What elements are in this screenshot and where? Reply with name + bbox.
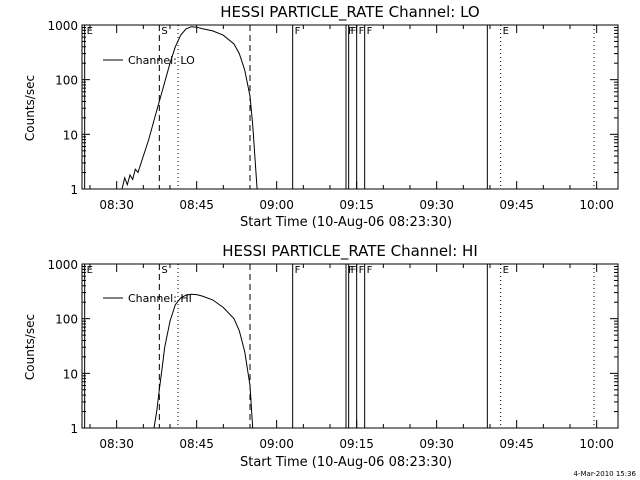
- y-tick-label: 100: [55, 74, 78, 88]
- panel-channel-hi: HESSI PARTICLE_RATE Channel: HI Counts/s…: [23, 242, 619, 470]
- x-tick-label: 08:30: [99, 198, 134, 212]
- y-tick-label: 100: [55, 313, 78, 327]
- event-marker-label: F: [359, 265, 365, 276]
- legend-entry: Channel: LO: [128, 54, 195, 67]
- event-marker-label: S: [161, 265, 167, 276]
- y-tick-label: 1000: [47, 258, 78, 272]
- x-tick-label: 08:30: [99, 437, 134, 451]
- x-tick-label: 09:30: [419, 437, 454, 451]
- footer-timestamp: 4-Mar-2010 15:36: [574, 470, 637, 478]
- chart-title: HESSI PARTICLE_RATE Channel: HI: [222, 242, 478, 261]
- event-marker-label: F: [295, 265, 301, 276]
- x-axis-label: Start Time (10-Aug-06 08:23:30): [240, 455, 452, 470]
- event-marker-label: S: [161, 26, 167, 37]
- x-tick-label: 09:45: [499, 198, 534, 212]
- series-line: [121, 26, 258, 190]
- event-marker-label: F: [348, 265, 354, 276]
- legend-entry: Channel: HI: [128, 292, 192, 305]
- y-tick-label: 1000: [47, 19, 78, 33]
- x-tick-label: 10:00: [579, 198, 614, 212]
- event-marker-label: F: [348, 26, 354, 37]
- y-axis-label: Counts/sec: [23, 314, 37, 380]
- y-tick-label: 1: [70, 183, 78, 197]
- y-tick-label: 10: [63, 128, 78, 142]
- panel-channel-lo: HESSI PARTICLE_RATE Channel: LO Counts/s…: [23, 3, 619, 230]
- x-tick-label: 09:15: [339, 198, 374, 212]
- event-marker-label: E: [87, 26, 93, 37]
- x-tick-label: 09:45: [499, 437, 534, 451]
- plot-frame: [81, 24, 619, 190]
- event-marker-label: F: [359, 26, 365, 37]
- event-marker-label: F: [351, 265, 357, 276]
- event-marker-label: F: [367, 26, 373, 37]
- x-tick-label: 09:15: [339, 437, 374, 451]
- x-tick-label: 08:45: [179, 198, 214, 212]
- y-tick-label: 1: [70, 422, 78, 436]
- x-tick-label: 09:00: [259, 198, 294, 212]
- event-marker-label: E: [503, 265, 509, 276]
- x-tick-label: 09:00: [259, 437, 294, 451]
- event-marker-label: E: [503, 26, 509, 37]
- event-marker-label: F: [367, 265, 373, 276]
- y-axis-label: Counts/sec: [23, 75, 37, 141]
- x-axis-label: Start Time (10-Aug-06 08:23:30): [240, 215, 452, 230]
- chart-title: HESSI PARTICLE_RATE Channel: LO: [220, 3, 479, 22]
- x-tick-label: 10:00: [579, 437, 614, 451]
- y-tick-label: 10: [63, 367, 78, 381]
- event-marker-label: F: [295, 26, 301, 37]
- plot-frame: [81, 263, 619, 429]
- x-tick-label: 08:45: [179, 437, 214, 451]
- x-tick-label: 09:30: [419, 198, 454, 212]
- series-line: [153, 293, 254, 429]
- event-marker-label: F: [351, 26, 357, 37]
- event-marker-label: E: [87, 265, 93, 276]
